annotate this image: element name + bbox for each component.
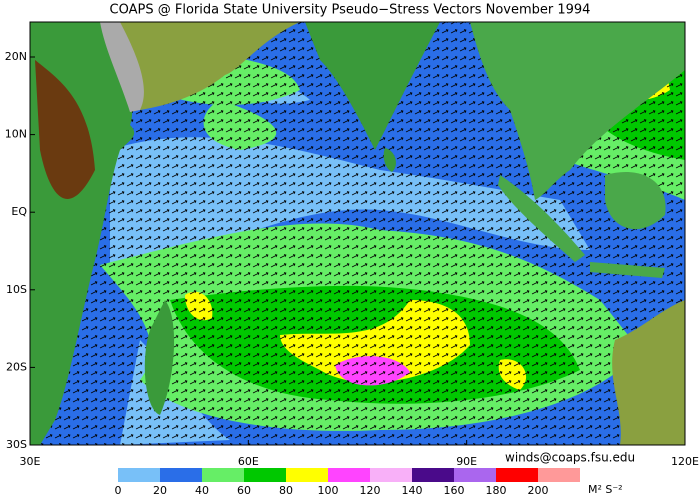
lat-label: EQ <box>11 205 27 218</box>
credit: winds@coaps.fsu.edu <box>505 451 635 465</box>
colorbar-swatch <box>244 468 286 482</box>
colorbar-swatch <box>118 468 160 482</box>
colorbar-swatch <box>538 468 580 482</box>
india <box>305 22 440 150</box>
australia <box>612 300 685 445</box>
madagascar <box>144 300 175 415</box>
colorbar-swatch <box>160 468 202 482</box>
colorbar-label: 0 <box>115 484 122 497</box>
colorbar-swatch <box>286 468 328 482</box>
colorbar-swatch <box>328 468 370 482</box>
highlands <box>35 60 95 199</box>
lat-label: 10N <box>5 128 27 141</box>
colorbar-swatch <box>370 468 412 482</box>
lat-label: 10S <box>6 283 27 296</box>
sri-lanka <box>383 148 396 172</box>
map <box>30 22 685 445</box>
colorbar-swatch <box>496 468 538 482</box>
red-sea <box>100 22 144 112</box>
map-frame <box>29 21 686 446</box>
title: COAPS @ Florida State University Pseudo−… <box>110 3 591 18</box>
sumatra <box>498 175 585 262</box>
lat-label: 20S <box>6 360 27 373</box>
colorbar-label: 200 <box>528 484 549 497</box>
colorbar-swatch <box>454 468 496 482</box>
colorbar-swatch <box>412 468 454 482</box>
lon-label: 30E <box>20 455 41 468</box>
colorbar-label: 80 <box>279 484 293 497</box>
colorbar-label: 40 <box>195 484 209 497</box>
colorbar-label: 140 <box>402 484 423 497</box>
arabia <box>100 22 300 110</box>
lat-label: 30S <box>6 438 27 451</box>
lon-label: 120E <box>671 455 699 468</box>
southeast-asia <box>470 22 685 200</box>
colorbar-label: 180 <box>486 484 507 497</box>
lat-label: 20N <box>5 50 27 63</box>
colorbar-label: 100 <box>318 484 339 497</box>
colorbar-label: 60 <box>237 484 251 497</box>
lon-label: 60E <box>238 455 259 468</box>
colorbar-swatch <box>202 468 244 482</box>
borneo <box>605 171 666 230</box>
colorbar-label: 120 <box>360 484 381 497</box>
colorbar-unit: M² S⁻² <box>588 483 623 496</box>
lon-label: 90E <box>456 455 477 468</box>
java <box>590 262 665 278</box>
colorbar-label: 20 <box>153 484 167 497</box>
colorbar-label: 160 <box>444 484 465 497</box>
